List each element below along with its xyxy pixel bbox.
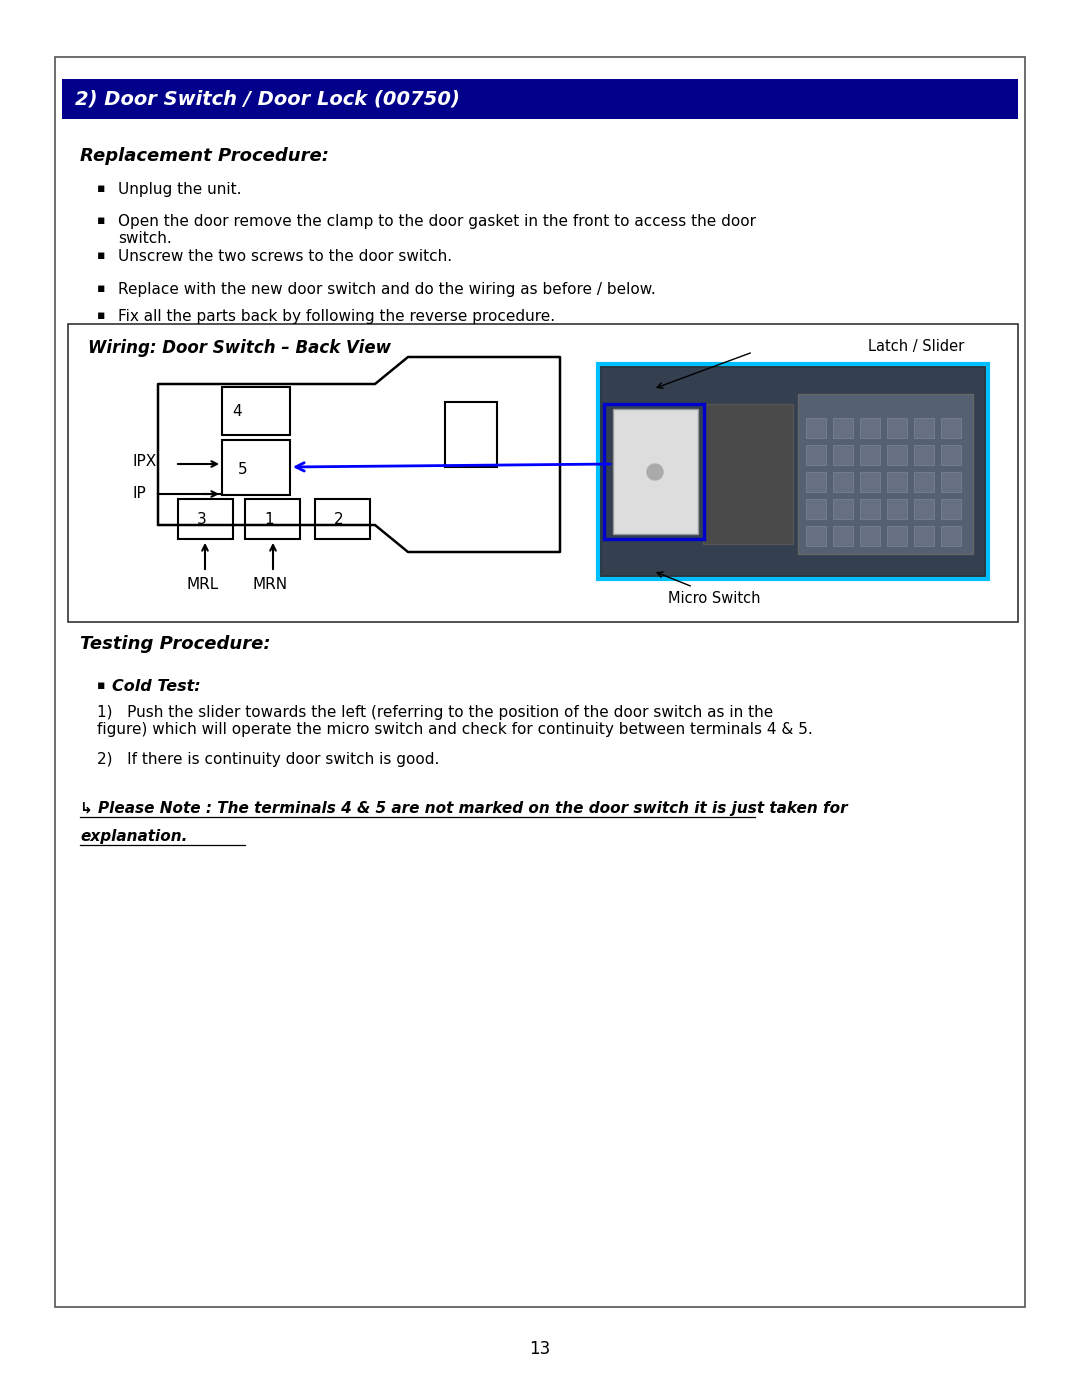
Bar (914, 446, 934, 465)
Text: Latch / Slider: Latch / Slider (868, 339, 964, 353)
Text: Testing Procedure:: Testing Procedure: (80, 636, 271, 652)
Bar (613, 409, 698, 534)
Bar (55, 57, 1025, 1308)
Bar (806, 446, 826, 465)
Text: IPX: IPX (132, 454, 157, 469)
Text: Open the door remove the clamp to the door gasket in the front to access the doo: Open the door remove the clamp to the do… (118, 214, 756, 246)
Text: ▪: ▪ (97, 182, 106, 196)
Bar (860, 418, 880, 439)
Bar (445, 402, 497, 467)
Bar (941, 446, 961, 465)
Bar (806, 527, 826, 546)
Text: 2) Door Switch / Door Lock (00750): 2) Door Switch / Door Lock (00750) (75, 89, 460, 109)
Bar (798, 394, 973, 555)
Bar (914, 418, 934, 439)
Bar (833, 472, 853, 492)
Bar (833, 499, 853, 520)
Bar (703, 404, 793, 543)
Bar (887, 472, 907, 492)
Text: Micro Switch: Micro Switch (669, 591, 760, 606)
Bar (914, 499, 934, 520)
Bar (604, 404, 704, 539)
Bar (806, 472, 826, 492)
Bar (806, 499, 826, 520)
Bar (941, 472, 961, 492)
Bar (887, 446, 907, 465)
Bar (62, 80, 1018, 119)
Text: Wiring: Door Switch – Back View: Wiring: Door Switch – Back View (87, 339, 391, 358)
Bar (833, 418, 853, 439)
Text: 1: 1 (264, 511, 273, 527)
Text: ▪: ▪ (97, 214, 106, 226)
Text: 3: 3 (197, 511, 206, 527)
Bar (860, 446, 880, 465)
Bar (887, 499, 907, 520)
Bar (602, 367, 984, 576)
Bar (860, 472, 880, 492)
Text: ▪: ▪ (97, 249, 106, 263)
Bar (833, 446, 853, 465)
Text: Replace with the new door switch and do the wiring as before / below.: Replace with the new door switch and do … (118, 282, 656, 298)
Text: MRN: MRN (253, 577, 288, 592)
Bar (222, 440, 291, 495)
Text: 4: 4 (232, 405, 242, 419)
Bar (315, 499, 370, 539)
Bar (178, 499, 233, 539)
Bar (806, 418, 826, 439)
Text: 13: 13 (529, 1340, 551, 1358)
Text: 1)   Push the slider towards the left (referring to the position of the door swi: 1) Push the slider towards the left (ref… (97, 705, 813, 738)
Bar (941, 499, 961, 520)
Bar (887, 418, 907, 439)
Text: ▪: ▪ (97, 282, 106, 295)
Bar (68, 324, 1018, 622)
Bar (860, 527, 880, 546)
Bar (222, 387, 291, 434)
Text: 2: 2 (334, 511, 343, 527)
Text: Cold Test:: Cold Test: (112, 679, 201, 694)
Text: ▪: ▪ (97, 309, 106, 321)
Bar (887, 527, 907, 546)
Text: ▪: ▪ (97, 679, 106, 692)
Text: 5: 5 (238, 461, 247, 476)
Text: 2)   If there is continuity door switch is good.: 2) If there is continuity door switch is… (97, 752, 440, 767)
Circle shape (647, 464, 663, 481)
Text: IP: IP (132, 486, 146, 502)
Bar (598, 365, 988, 578)
Text: Replacement Procedure:: Replacement Procedure: (80, 147, 329, 165)
Bar (833, 527, 853, 546)
Bar (245, 499, 300, 539)
Text: MRL: MRL (187, 577, 219, 592)
Bar (914, 527, 934, 546)
Text: Fix all the parts back by following the reverse procedure.: Fix all the parts back by following the … (118, 309, 555, 324)
Text: explanation.: explanation. (80, 828, 187, 844)
Text: Unplug the unit.: Unplug the unit. (118, 182, 242, 197)
Bar (914, 472, 934, 492)
Bar (860, 499, 880, 520)
Text: Unscrew the two screws to the door switch.: Unscrew the two screws to the door switc… (118, 249, 453, 264)
Bar (941, 527, 961, 546)
Bar (941, 418, 961, 439)
Text: ↳ Please Note : The terminals 4 & 5 are not marked on the door switch it is just: ↳ Please Note : The terminals 4 & 5 are … (80, 800, 848, 816)
